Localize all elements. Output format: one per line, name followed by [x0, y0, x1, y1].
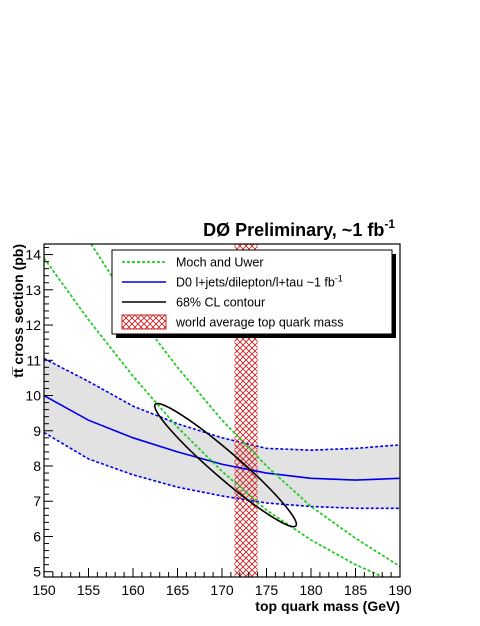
- x-tick-label: 170: [210, 582, 234, 598]
- y-tick-label: 10: [25, 388, 41, 404]
- cl-68-contour: [153, 402, 298, 528]
- y-tick-label: 9: [33, 423, 41, 439]
- y-tick-label: 14: [25, 247, 41, 263]
- y-tick-label: 5: [33, 564, 41, 580]
- x-tick-label: 175: [255, 582, 279, 598]
- d0-central-line: [44, 394, 400, 481]
- moch-uwer-upper: [90, 244, 400, 568]
- y-tick-label: 7: [33, 493, 41, 509]
- d0-band-lower: [44, 431, 400, 510]
- x-tick-label: 185: [344, 582, 368, 598]
- legend-label: 68% CL contour: [176, 296, 265, 310]
- y-axis-label: tt̅ cross section (pb): [10, 244, 26, 378]
- x-tick-label: 180: [299, 582, 323, 598]
- chart-title-superscript: -1: [384, 217, 395, 231]
- d0-band-upper: [44, 357, 400, 451]
- x-axis-label: top quark mass (GeV): [255, 598, 400, 614]
- legend-label: world average top quark mass: [175, 316, 343, 330]
- y-tick-label: 13: [25, 282, 41, 298]
- legend-label: D0 l+jets/dilepton/l+tau ~1 fb-1: [176, 274, 343, 290]
- y-tick-label: 11: [26, 352, 41, 368]
- chart-title: DØ Preliminary, ~1 fb-1: [203, 217, 395, 240]
- x-tick-label: 155: [77, 582, 101, 598]
- legend-swatch-world-average: [121, 314, 167, 330]
- axes: 150 155 160 165 170 175 180 185 190 5 6 7 8 9 10 11 12 13…: [25, 247, 411, 598]
- x-tick-label: 150: [32, 582, 56, 598]
- d0-band: [44, 358, 400, 509]
- y-tick-label: 8: [33, 458, 41, 474]
- y-tick-label: 6: [33, 528, 41, 544]
- x-tick-label: 190: [388, 582, 412, 598]
- x-tick-label: 160: [121, 582, 145, 598]
- x-tick-label: 165: [166, 582, 190, 598]
- legend-label: Moch and Uwer: [176, 256, 264, 270]
- legend: Moch and Uwer D0 l+jets/dilepton/l+tau ~1…: [111, 249, 396, 338]
- chart-title-text: DØ Preliminary, ~1 fb: [203, 220, 384, 240]
- y-tick-label: 12: [25, 317, 41, 333]
